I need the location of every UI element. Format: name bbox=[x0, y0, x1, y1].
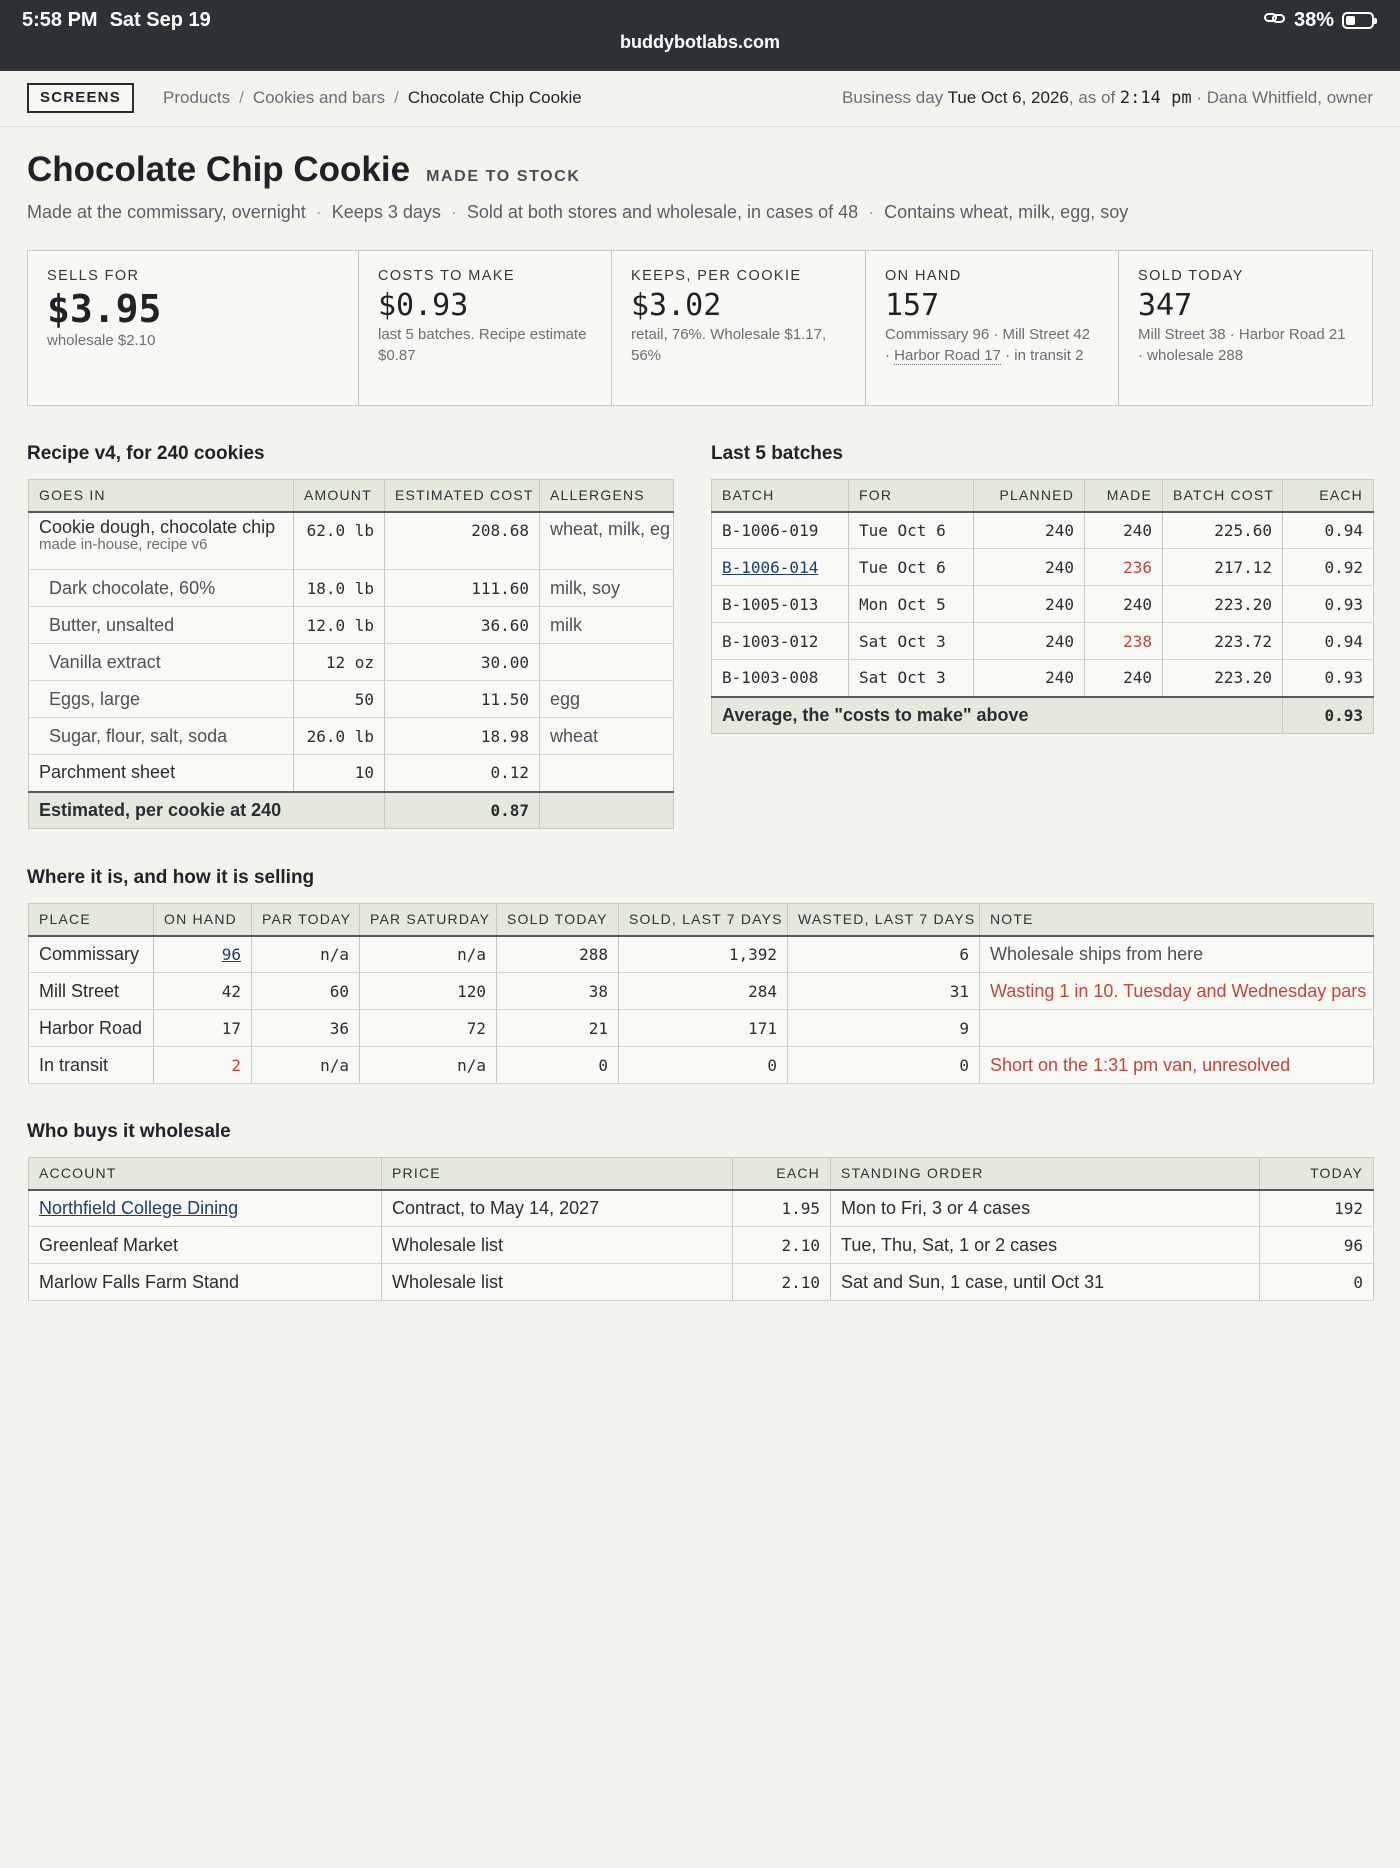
table-row: Butter, unsalted 12.0 lb 36.60 milk bbox=[28, 606, 674, 644]
business-date: Tue Oct 6, 2026 bbox=[947, 88, 1069, 107]
battery-percent: 38% bbox=[1293, 9, 1334, 31]
table-row[interactable]: Commissary 96 n/a n/a 288 1,392 6 Wholesale shi… bbox=[28, 935, 1374, 973]
table-header: ACCOUNT PRICE EACH STANDING ORDER TODAY bbox=[28, 1157, 1374, 1191]
table-row: Vanilla extract 12 oz 30.00 bbox=[28, 643, 674, 681]
kpi-costs-to-make: COSTS TO MAKE $0.93 last 5 batches. Reci… bbox=[359, 251, 612, 405]
link-icon bbox=[1263, 9, 1286, 32]
table-row[interactable]: B-1003-008 Sat Oct 3 240 240 223.20 0.93 bbox=[711, 659, 1374, 697]
stock-badge: MADE TO STOCK bbox=[426, 168, 581, 185]
wholesale-table: ACCOUNT PRICE EACH STANDING ORDER TODAY Nort… bbox=[28, 1157, 1374, 1301]
table-row[interactable]: B-1005-013 Mon Oct 5 240 240 223.20 0.93 bbox=[711, 585, 1374, 623]
top-nav: SCREENS Products / Cookies and bars / Chocol… bbox=[0, 71, 1400, 127]
table-row[interactable]: B-1006-014 Tue Oct 6 240 236 217.12 0.92 bbox=[711, 548, 1374, 586]
table-header: PLACE ON HAND PAR TODAY PAR SATURDAY SOLD TO… bbox=[28, 903, 1374, 937]
table-header: BATCH FOR PLANNED MADE BATCH COST EACH bbox=[711, 479, 1374, 513]
selling-table: PLACE ON HAND PAR TODAY PAR SATURDAY SOLD TO… bbox=[28, 903, 1374, 1084]
table-row[interactable]: B-1006-019 Tue Oct 6 240 240 225.60 0.94 bbox=[711, 511, 1374, 549]
table-row[interactable]: B-1003-012 Sat Oct 3 240 238 223.72 0.94 bbox=[711, 622, 1374, 660]
recipe-total-row: Estimated, per cookie at 240 0.87 bbox=[28, 790, 674, 829]
table-row[interactable]: Harbor Road 17 36 72 21 171 9 bbox=[28, 1009, 1374, 1047]
crumb-products[interactable]: Products bbox=[163, 88, 231, 107]
batches-average-row: Average, the "costs to make" above 0.93 bbox=[711, 695, 1374, 734]
batches-table: BATCH FOR PLANNED MADE BATCH COST EACH B-1006… bbox=[711, 479, 1374, 734]
status-icons: 38% bbox=[1263, 9, 1377, 32]
account-link[interactable]: Northfield College Dining bbox=[39, 1197, 239, 1218]
clock: 5:58 PM Sat Sep 19 bbox=[22, 9, 211, 31]
screens-button[interactable]: SCREENS bbox=[27, 83, 134, 113]
table-row: Eggs, large 50 11.50 egg bbox=[28, 680, 674, 718]
user-label: · Dana Whitfield, owner bbox=[1196, 88, 1373, 107]
commissary-on-hand-link[interactable]: 96 bbox=[221, 944, 241, 964]
table-row: Sugar, flour, salt, soda 26.0 lb 18.98 whea… bbox=[28, 717, 674, 755]
breadcrumb: Products / Cookies and bars / Chocolate Chip… bbox=[163, 88, 582, 107]
kpi-sold-today: SOLD TODAY 347 Mill Street 38 · Harbor R… bbox=[1138, 268, 1346, 364]
table-row[interactable]: Marlow Falls Farm Stand Wholesale list 2.1… bbox=[28, 1263, 1374, 1301]
table-row: Cookie dough, chocolate chip made in-hous… bbox=[28, 511, 674, 570]
table-row[interactable]: Mill Street 42 60 120 38 284 31 Wasting 1 in 10… bbox=[28, 972, 1374, 1010]
kpi-on-hand: ON HAND 157 Commissary 96 · Mill Street … bbox=[866, 251, 1119, 405]
batch-link[interactable]: B-1006-014 bbox=[722, 557, 819, 577]
crumb-cookies-and-bars[interactable]: Cookies and bars bbox=[252, 88, 386, 107]
battery-icon bbox=[1342, 12, 1377, 29]
wholesale-title: Who buys it wholesale bbox=[27, 1121, 231, 1142]
url-label[interactable]: buddybotlabs.com bbox=[619, 32, 780, 52]
table-row[interactable]: Northfield College Dining Contract, to Ma… bbox=[28, 1189, 1374, 1227]
table-row: Dark chocolate, 60% 18.0 lb 111.60 milk, so… bbox=[28, 569, 674, 607]
recipe-table: GOES IN AMOUNT ESTIMATED COST ALLERGENS Coo… bbox=[28, 479, 674, 829]
kpi-strip: SELLS FOR $3.95 wholesale $2.10 COSTS TO… bbox=[27, 250, 1373, 406]
harbor-road-link[interactable]: Harbor Road 17 bbox=[894, 347, 1001, 365]
selling-title: Where it is, and how it is selling bbox=[27, 867, 315, 888]
crumb-current: Chocolate Chip Cookie bbox=[407, 88, 582, 107]
table-row[interactable]: In transit 2 n/a n/a 0 0 0 Short on the 1:31 pm… bbox=[28, 1046, 1374, 1084]
as-of-time: 2:14 pm bbox=[1119, 88, 1192, 108]
table-header: GOES IN AMOUNT ESTIMATED COST ALLERGENS bbox=[28, 479, 674, 513]
business-day: Business day Tue Oct 6, 2026, as of 2:14… bbox=[842, 88, 1373, 108]
product-facts: Made at the commissary, overnight · Keeps … bbox=[27, 202, 1129, 222]
recipe-title: Recipe v4, for 240 cookies bbox=[27, 443, 265, 464]
ios-status-bar: 5:58 PM Sat Sep 19 buddybotlabs.com 38% bbox=[0, 0, 1400, 71]
batches-title: Last 5 batches bbox=[711, 443, 843, 464]
page-title: Chocolate Chip Cookie MADE TO STOCK bbox=[27, 150, 581, 189]
kpi-sells-for: SELLS FOR $3.95 wholesale $2.10 bbox=[28, 251, 359, 405]
table-row[interactable]: Greenleaf Market Wholesale list 2.10 Tue, T… bbox=[28, 1226, 1374, 1264]
kpi-keeps-per-cookie: KEEPS, PER COOKIE $3.02 retail, 76%. Who… bbox=[612, 251, 866, 405]
table-row: Parchment sheet 10 0.12 bbox=[28, 754, 674, 792]
